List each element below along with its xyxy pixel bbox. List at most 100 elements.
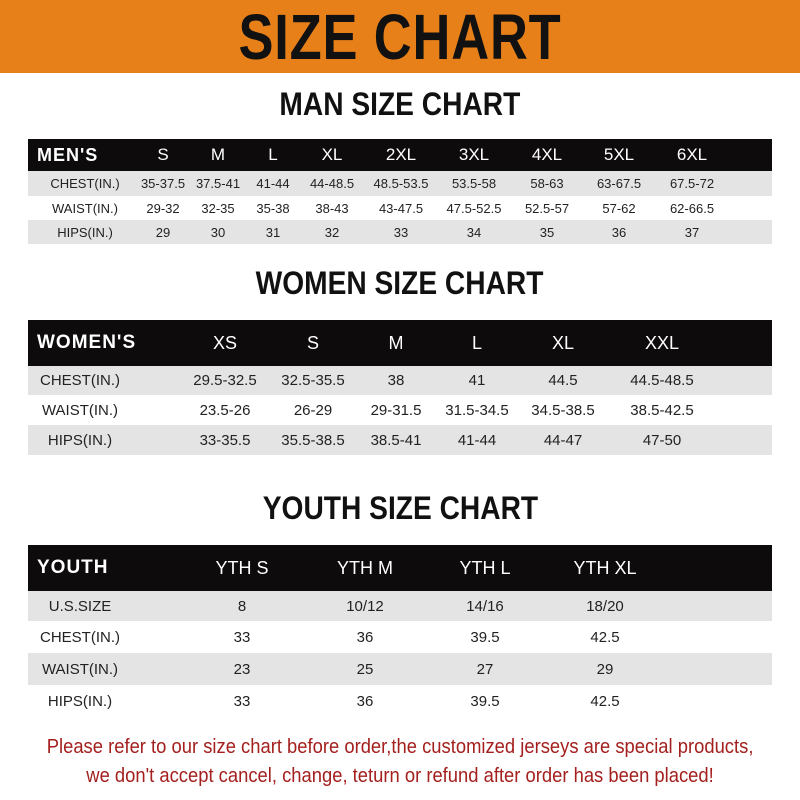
table-row: CHEST(IN.) 29.5-32.5 32.5-35.5 38 41 44.5 44.5… xyxy=(28,366,772,395)
notice-line-2: we don't accept cancel, change, teturn o… xyxy=(86,765,714,787)
table-row: HIPS(IN.) 33-35.5 35.5-38.5 38.5-41 41-44 44-… xyxy=(28,425,772,455)
cell: 33 xyxy=(233,692,251,710)
cell: 23 xyxy=(233,660,251,678)
cell: 32.5-35.5 xyxy=(281,372,345,389)
youth-section-title: YOUTH SIZE CHART xyxy=(262,490,538,526)
cell: 4XL xyxy=(531,145,563,164)
cell: 30 xyxy=(210,224,226,240)
header-row: MEN'S S M L XL 2XL 3XL 4XL 5XL 6XL xyxy=(28,139,772,171)
cell: 33-35.5 xyxy=(199,431,251,449)
main-title: SIZE CHART xyxy=(238,0,562,73)
cell: 44-48.5 xyxy=(309,176,355,191)
cell: XL xyxy=(551,332,575,353)
women-size-table: WOMEN'S XS S M L XL XXL CHEST(IN.) 29.5-32.5 32.5… xyxy=(28,320,772,455)
cell: 36 xyxy=(356,628,374,646)
youth-size-table: YOUTH YTH S YTH M YTH L YTH XL U.S.SIZE 8 10/12… xyxy=(28,545,772,717)
cell: 27 xyxy=(476,660,494,678)
cell: 35 xyxy=(539,224,555,240)
cell: 44.5 xyxy=(548,372,578,389)
cell: 35-38 xyxy=(256,200,290,216)
notice-line-1: Please refer to our size chart before or… xyxy=(46,736,754,758)
cell: 41-44 xyxy=(457,431,497,449)
cell: 38-43 xyxy=(315,200,349,216)
cell: 41-44 xyxy=(256,176,290,191)
cell: YTH S xyxy=(215,557,269,578)
cell: 29.5-32.5 xyxy=(193,372,257,389)
cell: 58-63 xyxy=(530,176,564,191)
cell: 26-29 xyxy=(293,401,333,419)
cell: S xyxy=(157,145,169,164)
cell: 29 xyxy=(155,224,171,240)
cell: YTH L xyxy=(459,557,511,578)
cell: 39.5 xyxy=(470,692,500,710)
cell: XXL xyxy=(644,332,680,353)
row-label: WAIST(IN.) xyxy=(41,660,119,678)
cell: 67.5-72 xyxy=(669,176,715,191)
row-label: HIPS(IN.) xyxy=(47,692,113,710)
cell: 37 xyxy=(684,224,700,240)
cell: XS xyxy=(212,332,237,353)
table-row: HIPS(IN.) 29 30 31 32 33 34 35 36 37 xyxy=(28,220,772,244)
cell: S xyxy=(306,332,319,353)
row-label: CHEST(IN.) xyxy=(40,372,120,389)
cell: L xyxy=(471,332,482,353)
table-row: U.S.SIZE 8 10/12 14/16 18/20 xyxy=(28,591,772,621)
table-row: HIPS(IN.) 33 36 39.5 42.5 xyxy=(28,685,772,717)
cell: 29 xyxy=(596,660,614,678)
men-section-title: MAN SIZE CHART xyxy=(279,86,521,122)
table-row: WAIST(IN.) 29-32 32-35 35-38 38-43 43-47.5 47.… xyxy=(28,196,772,220)
cell: 35.5-38.5 xyxy=(281,431,345,449)
cell: 47-50 xyxy=(642,431,682,449)
row-label: WAIST(IN.) xyxy=(41,401,119,419)
cell: 33 xyxy=(233,628,251,646)
cell: XL xyxy=(321,145,343,164)
table-row: CHEST(IN.) 35-37.5 37.5-41 41-44 44-48.5 48.5… xyxy=(28,171,772,196)
row-label: WOMEN'S xyxy=(37,332,137,353)
men-size-table: MEN'S S M L XL 2XL 3XL 4XL 5XL 6XL CHEST(IN.) 35-37… xyxy=(28,139,772,244)
cell: 42.5 xyxy=(590,628,620,646)
cell: YTH M xyxy=(337,557,393,578)
cell: 31.5-34.5 xyxy=(445,401,509,419)
cell: 14/16 xyxy=(466,597,504,615)
cell: 34 xyxy=(466,224,482,240)
row-label: CHEST(IN.) xyxy=(40,628,120,646)
cell: 48.5-53.5 xyxy=(373,176,429,191)
row-label: HIPS(IN.) xyxy=(47,431,113,449)
cell: 38.5-41 xyxy=(370,431,422,449)
cell: 57-62 xyxy=(602,200,636,216)
table-row: WAIST(IN.) 23 25 27 29 xyxy=(28,653,772,685)
row-label: WAIST(IN.) xyxy=(52,200,118,216)
cell: 44-47 xyxy=(543,431,583,449)
cell: 44.5-48.5 xyxy=(630,372,694,389)
table-row: CHEST(IN.) 33 36 39.5 42.5 xyxy=(28,621,772,653)
header-row: YOUTH YTH S YTH M YTH L YTH XL xyxy=(28,545,772,591)
row-label: HIPS(IN.) xyxy=(57,224,113,240)
cell: M xyxy=(388,332,404,353)
header-row: WOMEN'S XS S M L XL XXL xyxy=(28,320,772,366)
cell: 39.5 xyxy=(470,628,500,646)
cell: 8 xyxy=(237,597,247,615)
row-label: CHEST(IN.) xyxy=(50,176,120,191)
cell: 52.5-57 xyxy=(524,200,570,216)
cell: 33 xyxy=(393,224,409,240)
table-row: WAIST(IN.) 23.5-26 26-29 29-31.5 31.5-34.5 34… xyxy=(28,395,772,425)
cell: 18/20 xyxy=(586,597,624,615)
cell: 35-37.5 xyxy=(140,176,186,191)
cell: 29-32 xyxy=(146,200,180,216)
cell: 47.5-52.5 xyxy=(446,200,502,216)
row-label: YOUTH xyxy=(37,557,109,578)
cell: 36 xyxy=(611,224,627,240)
cell: 36 xyxy=(356,692,374,710)
cell: 10/12 xyxy=(346,597,384,615)
cell: 32-35 xyxy=(201,200,235,216)
cell: 2XL xyxy=(385,145,417,164)
cell: 53.5-58 xyxy=(451,176,497,191)
cell: M xyxy=(210,145,226,164)
row-label: U.S.SIZE xyxy=(48,597,112,615)
cell: YTH XL xyxy=(573,557,637,578)
women-section-title: WOMEN SIZE CHART xyxy=(256,265,544,301)
cell: 41 xyxy=(468,372,486,389)
size-chart-banner: SIZE CHART xyxy=(0,0,800,73)
cell: 62-66.5 xyxy=(669,200,715,216)
cell: 31 xyxy=(265,224,281,240)
